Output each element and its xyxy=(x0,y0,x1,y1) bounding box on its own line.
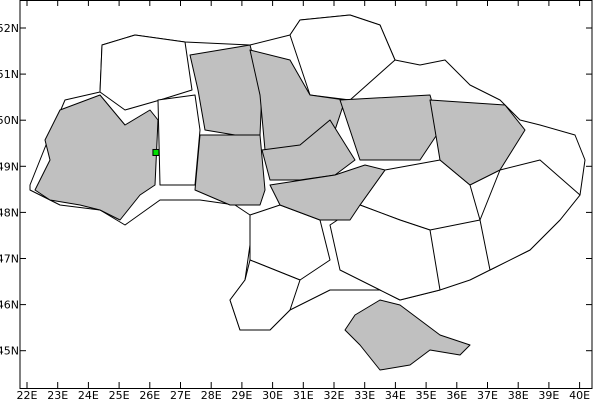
y-tick-label: 51N xyxy=(0,68,19,81)
highlighted-region xyxy=(344,299,471,371)
x-tick-label: 35E xyxy=(416,389,437,400)
highlighted-region xyxy=(261,119,356,181)
x-tick-label: 38E xyxy=(508,389,529,400)
x-tick-label: 33E xyxy=(354,389,375,400)
x-tick-label: 37E xyxy=(477,389,498,400)
x-tick-label: 39E xyxy=(538,389,559,400)
x-tick-label: 28E xyxy=(201,389,222,400)
x-tick-label: 31E xyxy=(293,389,314,400)
y-tick-label: 47N xyxy=(0,253,19,266)
x-tick-label: 29E xyxy=(231,389,252,400)
y-tick-label: 52N xyxy=(0,22,19,35)
region xyxy=(479,159,581,271)
region xyxy=(329,204,441,301)
x-tick-label: 25E xyxy=(109,389,130,400)
highlighted-region xyxy=(269,164,386,221)
highlighted-region xyxy=(194,134,266,206)
x-tick-label: 22E xyxy=(17,389,38,400)
x-tick-label: 32E xyxy=(324,389,345,400)
y-tick-label: 48N xyxy=(0,206,19,219)
highlighted-region xyxy=(429,99,526,186)
map-frame xyxy=(19,0,593,389)
region-layer xyxy=(29,14,586,371)
region xyxy=(99,34,193,111)
x-tick-label: 24E xyxy=(78,389,99,400)
x-tick-label: 34E xyxy=(385,389,406,400)
highlighted-region xyxy=(339,94,441,161)
y-tick-label: 49N xyxy=(0,160,19,173)
x-tick-label: 36E xyxy=(446,389,467,400)
x-tick-label: 40E xyxy=(569,389,590,400)
location-marker[interactable] xyxy=(152,148,160,156)
x-tick-label: 23E xyxy=(47,389,68,400)
y-tick-label: 50N xyxy=(0,114,19,127)
y-tick-label: 46N xyxy=(0,299,19,312)
y-tick-label: 45N xyxy=(0,345,19,358)
region xyxy=(157,94,201,186)
x-tick-label: 26E xyxy=(139,389,160,400)
region xyxy=(229,259,301,331)
x-tick-label: 27E xyxy=(170,389,191,400)
x-tick-label: 30E xyxy=(262,389,283,400)
